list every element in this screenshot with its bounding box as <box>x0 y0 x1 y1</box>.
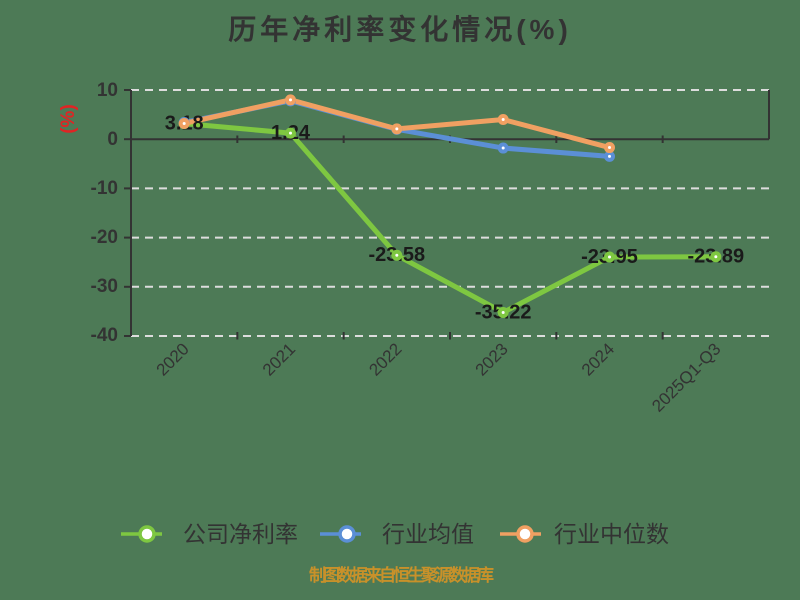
svg-text:2024: 2024 <box>578 339 618 379</box>
svg-text:-30: -30 <box>91 276 118 297</box>
svg-text:10: 10 <box>97 80 118 101</box>
svg-text:制图数据来自恒生聚源数据库: 制图数据来自恒生聚源数据库 <box>309 565 494 585</box>
svg-text:2020: 2020 <box>153 339 193 379</box>
svg-text:2023: 2023 <box>472 339 512 379</box>
svg-text:2022: 2022 <box>365 339 405 379</box>
svg-text:0: 0 <box>107 129 118 150</box>
svg-text:行业均值: 行业均值 <box>382 521 474 547</box>
svg-text:公司净利率: 公司净利率 <box>183 521 298 547</box>
svg-text:2025Q1-Q3: 2025Q1-Q3 <box>648 339 724 415</box>
svg-text:行业中位数: 行业中位数 <box>554 521 669 547</box>
svg-text:(%): (%) <box>58 104 79 134</box>
svg-text:-40: -40 <box>91 325 118 346</box>
svg-text:2021: 2021 <box>259 339 299 379</box>
svg-text:-10: -10 <box>91 178 118 199</box>
svg-text:-20: -20 <box>91 227 118 248</box>
